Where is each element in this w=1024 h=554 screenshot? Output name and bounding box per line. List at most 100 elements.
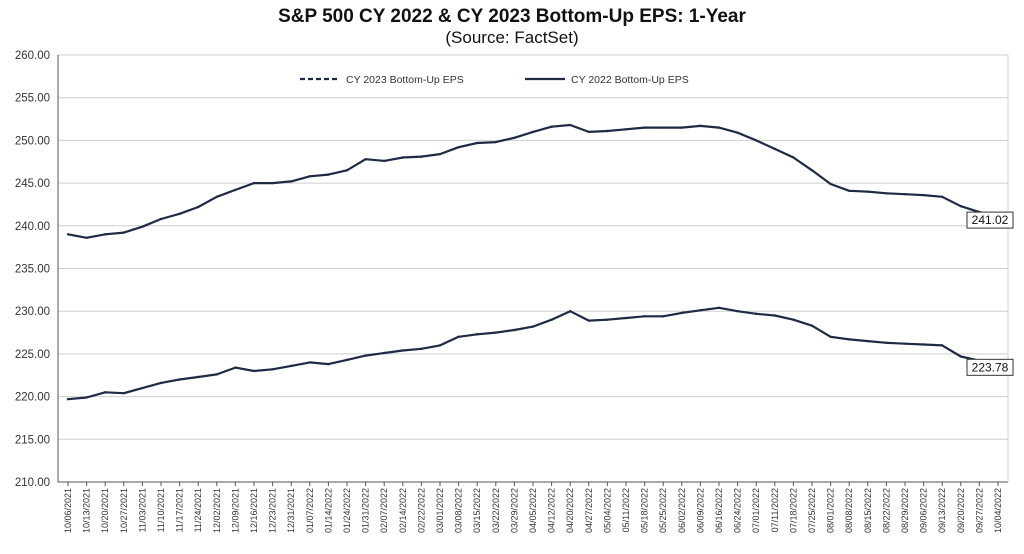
x-tick-label: 03/22/2022 <box>491 488 501 533</box>
data-point <box>680 126 683 129</box>
data-point <box>401 349 404 352</box>
x-tick-label: 11/03/2021 <box>137 488 147 532</box>
data-point <box>290 364 293 368</box>
x-tick-label: 04/05/2022 <box>528 488 538 533</box>
data-point <box>290 180 293 183</box>
x-tick-label: 03/29/2022 <box>509 488 519 533</box>
y-tick-label: 225.00 <box>15 349 50 361</box>
series-line-cy-2023-bottom-up-eps <box>67 123 999 239</box>
data-point <box>85 236 88 239</box>
data-point <box>271 181 274 185</box>
x-tick-label: 06/09/2022 <box>695 488 705 533</box>
data-point <box>848 189 851 192</box>
x-tick-label: 02/14/2022 <box>398 488 408 533</box>
data-point <box>587 130 590 134</box>
x-tick-label: 07/18/2022 <box>788 488 798 533</box>
data-point <box>699 124 702 128</box>
x-tick-label: 09/13/2022 <box>937 488 947 533</box>
data-point <box>327 362 330 366</box>
data-point <box>457 146 460 149</box>
x-tick-label: 10/13/2021 <box>82 488 92 533</box>
data-point <box>271 368 274 371</box>
data-point <box>476 333 479 336</box>
data-point <box>941 344 944 347</box>
data-point <box>736 310 739 313</box>
x-tick-label: 08/29/2022 <box>900 488 910 533</box>
x-tick-label: 08/22/2022 <box>881 488 891 533</box>
data-point <box>550 125 553 128</box>
data-point <box>159 217 163 221</box>
x-tick-label: 04/27/2022 <box>584 488 594 533</box>
data-point <box>624 316 628 320</box>
data-point <box>848 338 851 341</box>
data-point <box>773 147 776 151</box>
x-tick-label: 08/15/2022 <box>863 488 873 533</box>
data-point <box>810 324 814 327</box>
data-point <box>531 325 535 328</box>
y-tick-label: 215.00 <box>15 434 50 446</box>
data-point <box>922 343 925 346</box>
x-tick-label: 02/22/2022 <box>416 488 426 533</box>
x-tick-label: 09/06/2022 <box>919 488 929 533</box>
data-point <box>178 212 181 216</box>
data-point <box>866 339 869 343</box>
data-point <box>903 193 907 196</box>
data-point <box>606 318 609 321</box>
x-tick-label: 05/11/2022 <box>621 488 631 532</box>
data-point <box>494 140 497 144</box>
legend-label: CY 2022 Bottom-Up EPS <box>571 74 689 86</box>
data-point <box>959 355 962 358</box>
chart-title: S&P 500 CY 2022 & CY 2023 Bottom-Up EPS:… <box>278 6 746 27</box>
data-point <box>420 155 423 158</box>
data-point <box>197 375 200 379</box>
data-point <box>885 192 888 195</box>
legend: CY 2023 Bottom-Up EPS CY 2022 Bottom-Up E… <box>300 74 689 86</box>
data-point <box>122 391 126 395</box>
data-point <box>513 328 516 332</box>
x-tick-label: 09/27/2022 <box>974 488 984 533</box>
x-tick-label: 02/07/2022 <box>379 488 389 533</box>
data-point <box>476 141 479 145</box>
data-point <box>345 358 349 362</box>
data-point <box>364 157 367 161</box>
x-tick-label: 08/01/2022 <box>826 488 836 533</box>
data-point <box>252 369 256 373</box>
data-point <box>550 318 553 321</box>
end-label: 241.02 <box>972 213 1009 227</box>
end-label-box <box>966 358 1014 376</box>
data-point <box>829 335 832 339</box>
data-point <box>866 190 869 193</box>
y-tick-label: 235.00 <box>15 264 50 276</box>
data-point <box>606 129 609 133</box>
chart-subtitle: (Source: FactSet) <box>445 28 579 47</box>
x-tick-label: 12/23/2021 <box>268 488 278 533</box>
data-point <box>792 318 795 321</box>
data-point <box>234 366 237 369</box>
data-point <box>178 378 181 381</box>
data-point <box>569 310 572 313</box>
data-point <box>699 309 702 312</box>
data-point <box>141 225 144 228</box>
data-point <box>327 173 330 176</box>
data-point <box>197 205 200 209</box>
data-point <box>234 188 237 192</box>
data-point <box>792 156 795 159</box>
data-point <box>680 311 683 315</box>
x-tick-label: 12/09/2021 <box>230 488 240 533</box>
x-tick-label: 05/18/2022 <box>640 488 650 533</box>
data-point <box>959 204 962 208</box>
data-point <box>755 312 758 315</box>
data-point <box>159 381 163 385</box>
data-point <box>885 341 888 344</box>
data-point <box>810 169 814 172</box>
x-axis-ticks: 10/06/2021 10/13/2021 10/20/2021 10/27/2021… <box>63 482 1003 533</box>
data-point <box>122 231 126 234</box>
x-tick-label: 01/31/2022 <box>361 488 371 533</box>
data-point <box>104 391 107 394</box>
x-tick-label: 11/17/2021 <box>175 488 185 532</box>
x-tick-label: 11/24/2021 <box>193 488 203 532</box>
data-point <box>420 347 423 350</box>
data-point <box>903 342 907 345</box>
gridlines <box>58 54 1008 483</box>
